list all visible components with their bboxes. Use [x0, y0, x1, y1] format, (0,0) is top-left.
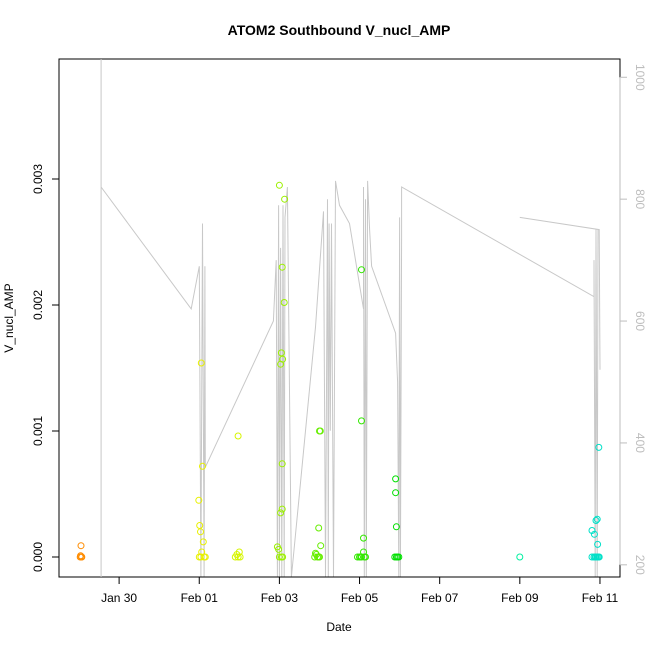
data-point — [516, 553, 524, 561]
plot-area — [58, 58, 621, 578]
data-point — [593, 515, 601, 523]
data-point — [316, 427, 324, 435]
data-point — [360, 534, 367, 542]
y-tick-label: 0.000 — [31, 542, 45, 572]
data-point — [199, 462, 206, 470]
y-axis-label: V_nucl_AMP — [2, 283, 16, 352]
data-point — [77, 552, 85, 560]
x-tick-label: Feb 07 — [421, 591, 459, 605]
y-axis: 0.000 0.001 0.002 0.003 — [31, 164, 60, 572]
data-point — [279, 553, 287, 561]
data-point — [392, 523, 400, 531]
y2-tick-label: 800 — [633, 189, 647, 209]
data-point — [275, 553, 283, 561]
y-tick-label: 0.003 — [31, 164, 45, 194]
y-tick-label: 0.001 — [31, 416, 45, 446]
data-point — [78, 553, 86, 561]
data-point — [362, 553, 369, 561]
x-tick-label: Feb 01 — [181, 591, 219, 605]
data-point — [278, 263, 286, 271]
x-tick-label: Jan 30 — [101, 591, 137, 605]
data-point — [234, 553, 242, 561]
y2-tick-label: 600 — [633, 311, 647, 331]
x-tick-label: Feb 11 — [582, 591, 619, 605]
data-point — [197, 528, 204, 536]
data-point — [195, 496, 203, 504]
y2-axis: 200 400 600 800 1000 — [619, 64, 647, 575]
data-point — [275, 545, 283, 553]
data-point — [392, 489, 400, 497]
data-point — [316, 553, 323, 561]
data-point — [317, 542, 325, 550]
data-point — [278, 460, 286, 468]
data-point — [590, 530, 598, 538]
x-axis-label: Date — [326, 620, 352, 634]
line-series-layer — [100, 59, 601, 578]
data-point — [277, 509, 285, 517]
data-point — [392, 475, 400, 483]
data-point — [77, 542, 85, 550]
data-point — [594, 540, 602, 548]
chart-title: ATOM2 Southbound V_nucl_AMP — [228, 22, 451, 38]
data-point — [277, 360, 285, 368]
data-point — [280, 299, 288, 306]
x-tick-label: Feb 05 — [341, 591, 379, 605]
y2-tick-label: 200 — [633, 555, 647, 575]
data-point — [588, 527, 596, 534]
x-tick-label: Feb 09 — [501, 591, 539, 605]
x-tick-label: Feb 03 — [261, 591, 299, 605]
data-point — [236, 553, 244, 561]
y-tick-label: 0.002 — [31, 290, 45, 320]
data-point — [312, 549, 319, 557]
data-point — [197, 553, 205, 561]
data-point — [395, 553, 403, 561]
data-point — [235, 548, 243, 556]
data-point — [592, 517, 600, 524]
data-point — [199, 538, 207, 546]
x-axis: Jan 30 Feb 01 Feb 03 Feb 05 Feb 07 Feb 09 Feb … — [101, 576, 619, 605]
data-point — [281, 195, 289, 203]
y2-tick-label: 400 — [633, 433, 647, 453]
data-point — [595, 443, 603, 451]
y2-tick-label: 1000 — [633, 64, 647, 91]
point-layer — [76, 181, 603, 561]
data-point — [358, 266, 365, 274]
data-point — [354, 553, 361, 561]
data-point — [197, 359, 205, 367]
data-point — [277, 349, 285, 357]
series-line — [100, 59, 601, 578]
data-point — [275, 181, 283, 189]
data-point — [595, 553, 603, 561]
data-point — [315, 524, 323, 532]
data-point — [234, 432, 242, 440]
data-point — [278, 505, 286, 513]
data-point — [358, 417, 365, 425]
